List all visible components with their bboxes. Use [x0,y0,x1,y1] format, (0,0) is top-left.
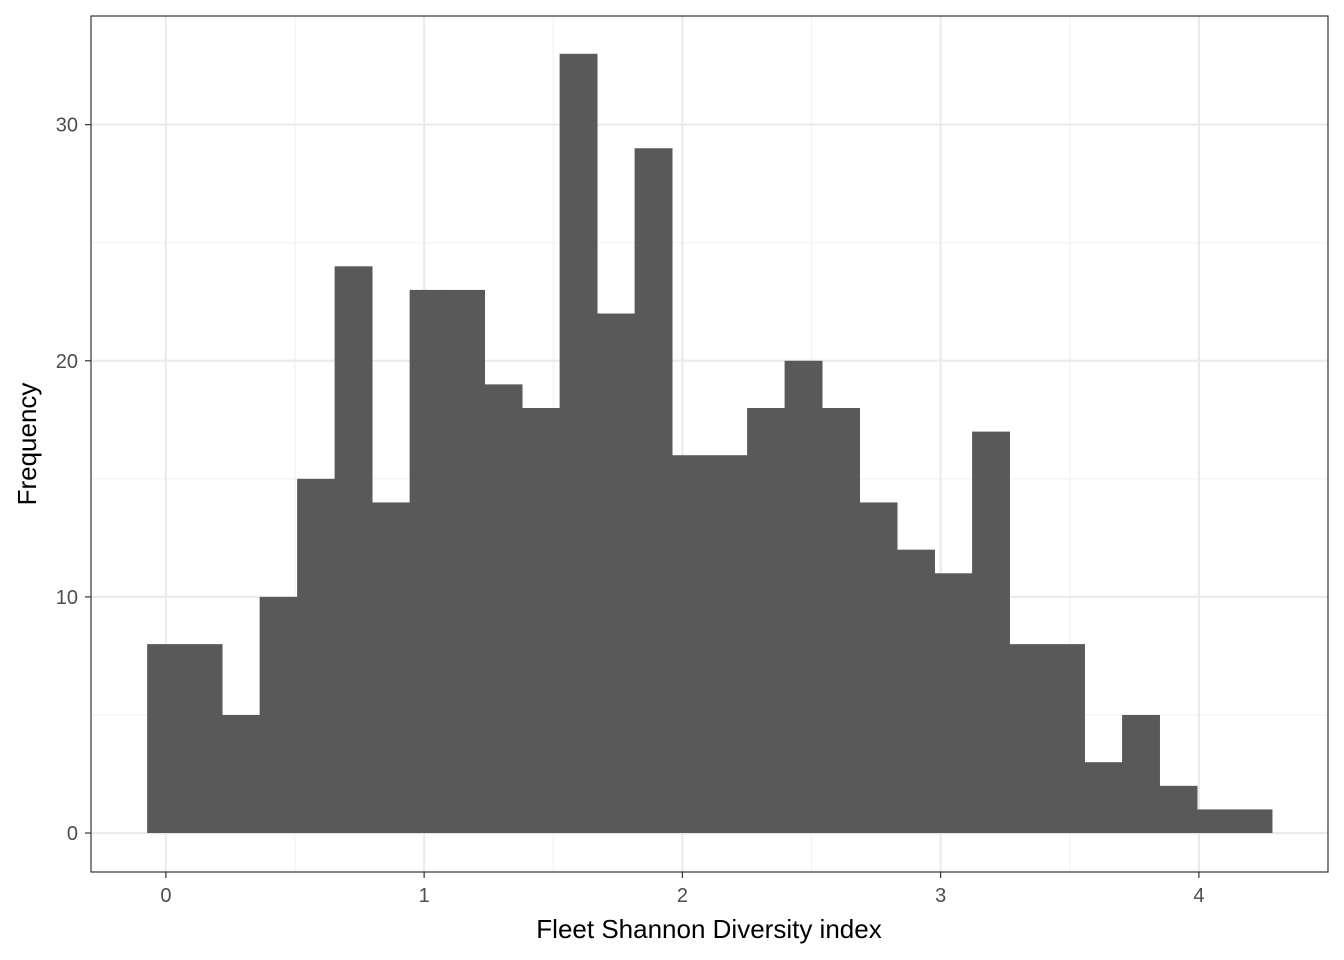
histogram-bar-29 [1197,809,1235,834]
histogram-bar-16 [709,455,748,834]
x-axis: 0 1 2 3 4 [160,872,1204,907]
histogram-bar-12 [559,53,598,834]
histogram-bar-7 [372,502,411,834]
y-axis-title: Frequency [12,383,42,506]
y-tick-label: 0 [67,823,78,845]
histogram-bar-5 [297,478,336,834]
histogram-bar-2 [184,644,223,834]
panel-border [90,15,1329,873]
histogram-bar-4 [259,596,298,834]
y-tick-label: 20 [56,351,78,373]
histogram-bar-14 [634,148,673,834]
histogram-bar-23 [972,431,1010,834]
histogram-bar-3 [222,714,261,834]
histogram-bar-25 [1047,644,1085,834]
x-tick-label: 2 [677,885,688,907]
histogram-bar-21 [897,549,935,834]
histogram-bar-8 [409,289,448,834]
x-axis-title: Fleet Shannon Diversity index [536,914,881,944]
histogram-bar-18 [784,360,823,834]
x-tick-label: 0 [160,885,171,907]
y-axis: 0 10 20 30 [56,115,91,845]
bars-layer [147,53,1273,834]
histogram-bar-15 [672,455,711,834]
x-tick-label: 1 [419,885,430,907]
histogram-bar-30 [1234,809,1273,834]
histogram-bar-6 [334,266,373,834]
histogram-bar-9 [447,289,486,834]
histogram-bar-1 [147,644,186,834]
histogram-bar-19 [822,407,860,834]
x-tick-label: 4 [1193,885,1204,907]
histogram-bar-28 [1159,785,1198,834]
x-tick-label: 3 [935,885,946,907]
histogram-bar-20 [859,502,898,834]
histogram-bar-13 [597,313,636,834]
y-tick-label: 10 [56,587,78,609]
histogram-bar-10 [484,384,523,834]
y-tick-label: 30 [56,115,78,137]
histogram-bar-11 [522,407,561,834]
histogram-bar-22 [934,573,973,834]
histogram-bar-26 [1084,762,1123,834]
histogram-bar-27 [1122,714,1160,834]
histogram-bar-17 [747,407,785,834]
histogram-bar-24 [1009,644,1048,834]
